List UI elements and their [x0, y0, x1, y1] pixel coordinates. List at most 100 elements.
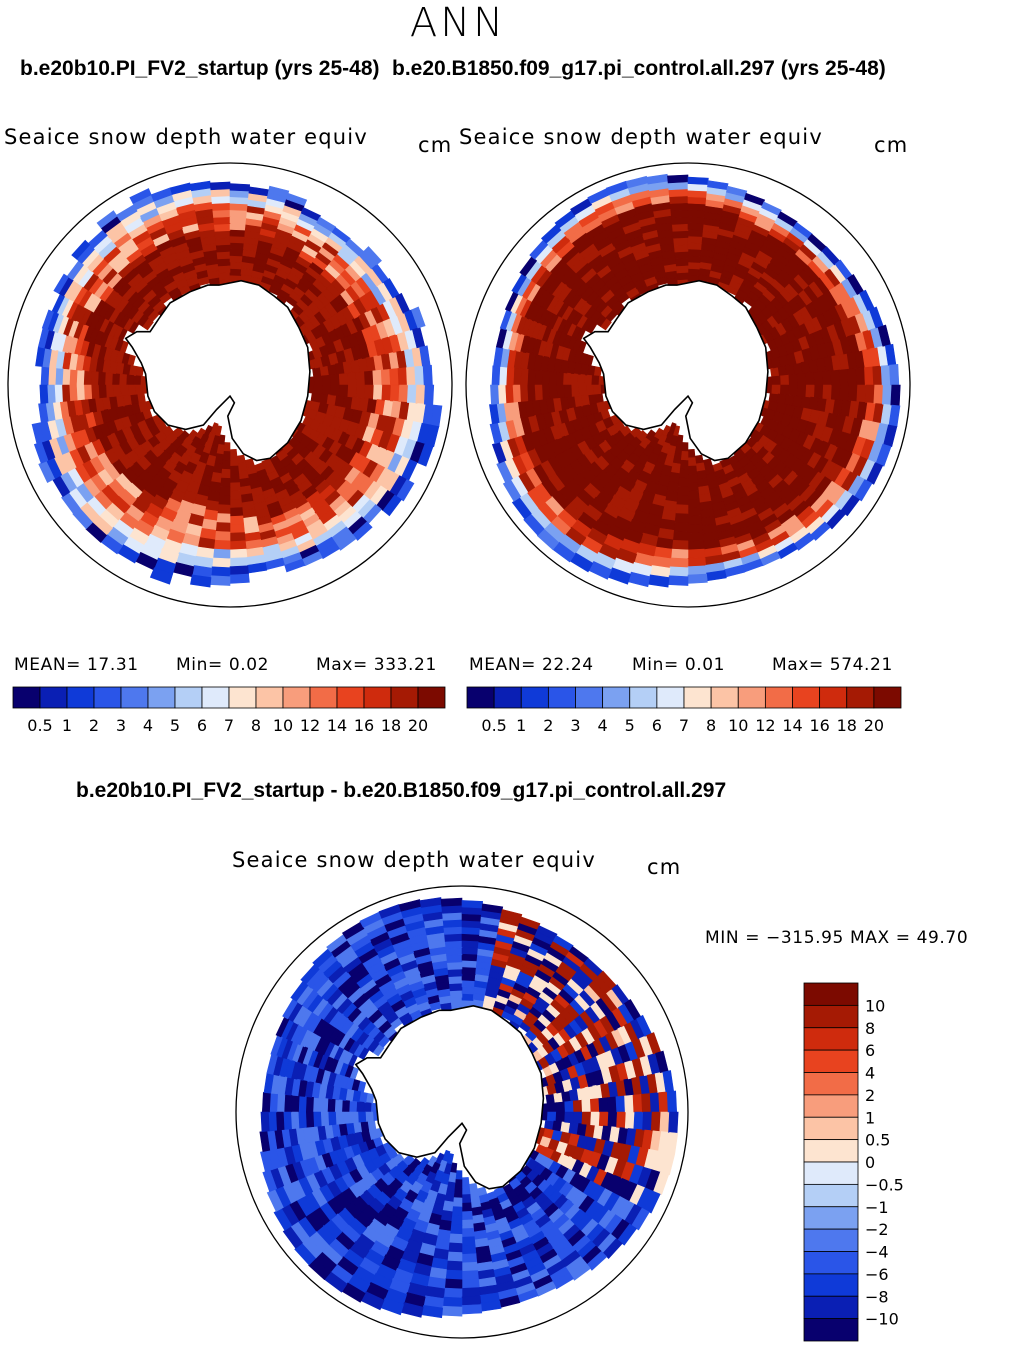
right-map-cell: [779, 384, 790, 396]
right-map-cell: [667, 575, 689, 586]
left-map-cell: [396, 479, 415, 502]
right-colorbar-tick-label: 1: [516, 716, 526, 735]
left-map-cell: [372, 369, 383, 386]
right-map-cell: [669, 557, 689, 569]
diff-map-cell: [461, 1270, 479, 1281]
left-map-cell: [229, 507, 244, 517]
right-map-cell: [822, 370, 832, 386]
right-map-cell: [675, 495, 689, 506]
diff-map-cell: [282, 1226, 303, 1249]
right-map-cell: [491, 441, 507, 464]
right-colorbar-swatch: [873, 686, 902, 709]
diff-map-cell: [653, 1171, 670, 1196]
diff-colorbar-tick-label: 0.5: [865, 1131, 890, 1150]
diff-map-cell: [461, 1177, 470, 1187]
diff-colorbar-swatch: [803, 1251, 859, 1275]
left-map-cell: [221, 459, 231, 470]
diff-map-cell: [269, 1092, 279, 1113]
diff-colorbar-swatch: [803, 1027, 859, 1051]
right-colorbar-tick-label: 20: [864, 716, 884, 735]
right-map-cell: [673, 237, 689, 246]
diff-colorbar-tick-label: 4: [865, 1064, 875, 1083]
diff-map-cell: [261, 1092, 271, 1113]
diff-map-cell: [581, 1099, 592, 1113]
diff-map-cell: [448, 975, 463, 985]
diff-map-cell: [308, 1258, 331, 1281]
left-map-cell: [322, 374, 332, 386]
left-map-cell: [398, 384, 409, 403]
left-colorbar-tick-label: 18: [381, 716, 401, 735]
diff-map-cell: [461, 1227, 475, 1238]
left-map-cell: [118, 373, 127, 386]
right-map-cell: [810, 521, 831, 541]
right-map-cell: [563, 384, 572, 398]
diff-map-cell: [327, 1098, 336, 1113]
right-map-cell: [677, 477, 689, 488]
left-map-cell: [54, 384, 63, 403]
right-colorbar-swatch: [846, 686, 875, 709]
diff-map-cell: [320, 1111, 330, 1127]
diff-map-cell: [449, 982, 463, 992]
diff-map-cell: [461, 986, 475, 995]
right-map-cell: [838, 368, 849, 386]
diff-colorbar-swatch: [803, 1004, 859, 1029]
left-map-cell: [220, 468, 231, 479]
right-map-cell: [592, 384, 602, 395]
diff-colorbar-tick-label: −1: [865, 1198, 889, 1217]
right-map-cell: [676, 486, 689, 497]
left-map-cell: [98, 384, 107, 399]
diff-map-cell: [569, 1261, 591, 1281]
left-map-cell: [33, 441, 49, 464]
right-map-cell: [687, 196, 707, 205]
right-colorbar-swatch: [710, 686, 739, 709]
left-map-cell: [210, 188, 231, 198]
left-map-boundary: [7, 162, 453, 608]
right-map-cell: [687, 176, 709, 185]
left-case-title: b.e20b10.PI_FV2_startup (yrs 25-48): [20, 57, 380, 80]
right-map-cell: [875, 443, 892, 467]
right-map-cell: [671, 223, 689, 232]
diff-map-cell: [481, 903, 504, 914]
left-map-cell: [190, 574, 212, 588]
diff-map-cell: [461, 1202, 473, 1213]
right-map-cell: [585, 384, 594, 396]
left-map-cell: [90, 370, 99, 386]
right-map-cell: [490, 384, 500, 405]
diff-colorbar-swatch: [803, 1094, 859, 1118]
right-map-cell: [519, 384, 529, 402]
left-colorbar-swatch: [417, 686, 446, 709]
right-map-cell: [667, 174, 689, 184]
diff-map-cell: [468, 1182, 479, 1193]
left-map-cell: [213, 539, 231, 551]
right-map-cell: [687, 490, 700, 501]
right-map-cell: [505, 366, 515, 386]
diff-map-cell: [357, 1111, 367, 1123]
left-map-cell: [229, 498, 243, 509]
right-map-cell: [864, 366, 874, 386]
left-map-cell: [211, 202, 231, 211]
left-map-cell: [319, 542, 340, 560]
right-map-cell: [590, 375, 600, 386]
left-map-cell: [229, 482, 241, 492]
diff-map-cell: [365, 1111, 374, 1122]
right-map-cell: [562, 372, 571, 386]
right-map-cell: [805, 384, 816, 398]
left-colorbar-swatch: [66, 686, 95, 709]
left-map-cell: [215, 237, 231, 246]
right-map-cell: [694, 454, 704, 465]
right-min: Min= 0.01: [632, 655, 726, 675]
diff-map-cell: [631, 1207, 650, 1231]
left-map-cell: [415, 384, 426, 405]
right-map-cell: [687, 507, 702, 517]
left-colorbar-swatch: [309, 686, 338, 709]
diff-map-cell: [398, 899, 422, 912]
left-colorbar: 0.5 1 2 3 4 5 6 7 8 10 12 14 16 18 20: [12, 686, 446, 735]
diff-map-cell: [461, 1185, 471, 1196]
diff-colorbar-tick-label: 10: [865, 996, 885, 1015]
left-map-cell: [381, 384, 392, 402]
diff-map-cell: [461, 933, 480, 942]
left-map-cell: [284, 558, 306, 573]
left-map-cell: [229, 235, 245, 244]
right-colorbar-tick-label: 12: [755, 716, 775, 735]
diff-map-cell: [260, 1150, 274, 1173]
